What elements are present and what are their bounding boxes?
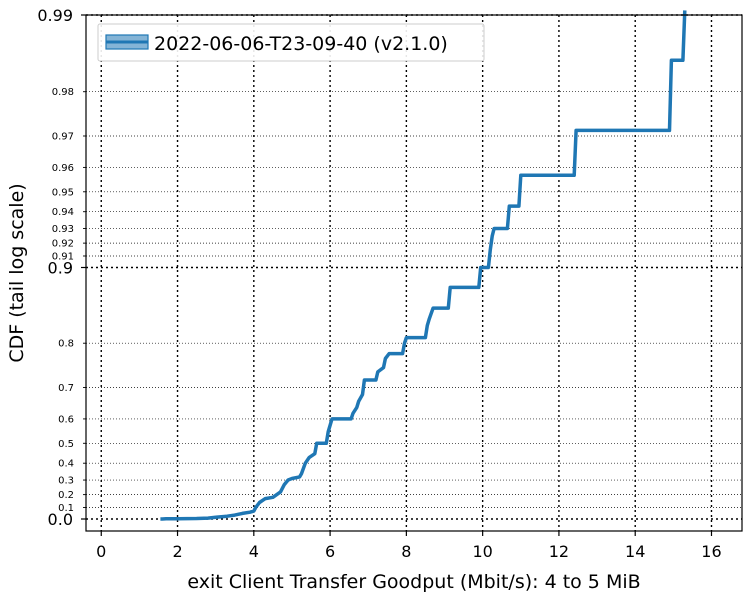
x-tick-label: 10 — [472, 542, 492, 561]
x-tick-label: 6 — [325, 542, 335, 561]
x-tick-label: 2 — [172, 542, 182, 561]
y-axis-label: CDF (tail log scale) — [6, 183, 28, 362]
y-minor-tick-label: 0.93 — [52, 224, 74, 235]
legend-label: 2022-06-06-T23-09-40 (v2.1.0) — [154, 33, 448, 55]
y-minor-tick-label: 0.95 — [52, 187, 74, 198]
tick-layer: 0 2 4 6 8 10 12 14 16 0.1 0.2 0.3 0.4 0.5 0.6 0.7 0.8 0.9… — [37, 6, 721, 561]
y-major-tick-label: 0.99 — [37, 6, 73, 25]
x-tick-label: 0 — [96, 542, 106, 561]
y-minor-tick-label: 0.96 — [52, 163, 74, 174]
y-minor-tick-label: 0.5 — [58, 439, 74, 450]
y-minor-tick-label: 0.4 — [58, 459, 74, 470]
x-tick-label: 8 — [401, 542, 411, 561]
y-minor-tick-label: 0.91 — [52, 251, 74, 262]
y-minor-tick-label: 0.97 — [52, 131, 74, 142]
x-tick-label: 16 — [701, 542, 721, 561]
grid-layer — [86, 14, 742, 531]
x-axis-label: exit Client Transfer Goodput (Mbit/s): 4… — [187, 571, 640, 593]
y-minor-tick-label: 0.94 — [52, 207, 74, 218]
x-tick-label: 4 — [249, 542, 259, 561]
x-tick-label: 12 — [549, 542, 569, 561]
legend: 2022-06-06-T23-09-40 (v2.1.0) — [97, 23, 485, 62]
y-major-tick-label: 0.0 — [48, 510, 73, 529]
x-tick-label: 14 — [625, 542, 645, 561]
y-minor-tick-label: 0.3 — [58, 476, 74, 487]
series-layer — [160, 10, 687, 521]
y-minor-tick-label: 0.6 — [58, 414, 74, 425]
y-minor-tick-label: 0.8 — [58, 339, 74, 350]
legend-box — [97, 23, 485, 62]
y-minor-tick-label: 0.98 — [52, 87, 74, 98]
y-minor-tick-label: 0.2 — [58, 490, 74, 501]
y-major-tick-label: 0.9 — [48, 259, 73, 278]
y-minor-tick-label: 0.7 — [58, 383, 74, 394]
series-line — [160, 10, 687, 521]
plot-frame — [85, 14, 743, 532]
y-minor-tick-label: 0.1 — [58, 503, 74, 514]
y-minor-tick-label: 0.92 — [52, 239, 74, 250]
